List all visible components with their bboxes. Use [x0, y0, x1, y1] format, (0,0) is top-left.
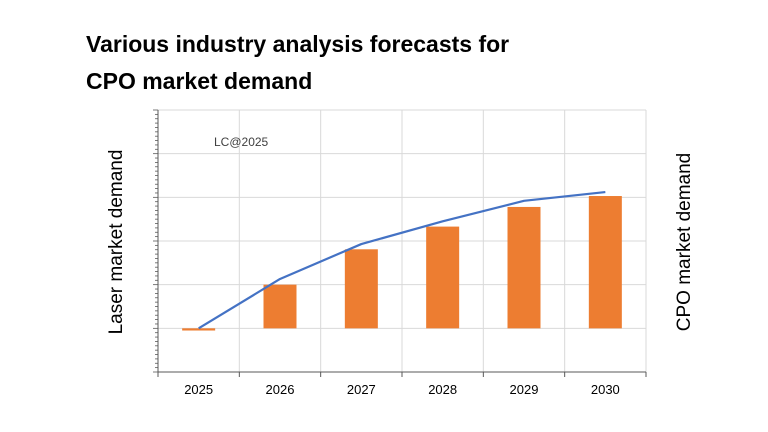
bar-2026	[263, 284, 297, 329]
bar-2029	[507, 206, 541, 329]
bar-2025	[182, 328, 216, 331]
chart-title-line-1: Various industry analysis forecasts for	[86, 31, 510, 57]
x-tick-label-2028: 2028	[428, 382, 457, 397]
line-series-group	[198, 190, 606, 330]
x-tick-labels: 2025 2026 2027 2028 2029 2030	[184, 382, 620, 397]
x-tick-label-2025: 2025	[184, 382, 213, 397]
bar-2028	[426, 226, 460, 329]
x-tick-label-2026: 2026	[266, 382, 295, 397]
x-tick-label-2030: 2030	[591, 382, 620, 397]
annotation-label: LC@2025	[214, 135, 269, 149]
axes	[153, 109, 647, 377]
y-left-axis-label: Laser market demand	[106, 150, 127, 335]
x-tick-label-2029: 2029	[510, 382, 539, 397]
bar-2027	[344, 249, 378, 329]
line-series-path	[198, 190, 606, 330]
gridlines	[158, 109, 647, 372]
chart-title-line-2: CPO market demand	[86, 68, 313, 94]
bar-series	[182, 196, 622, 331]
bar-2030	[588, 196, 622, 329]
x-tick-label-2027: 2027	[347, 382, 376, 397]
y-right-axis-label: CPO market demand	[674, 153, 695, 331]
chart-title: Various industry analysis forecasts for …	[86, 26, 509, 100]
